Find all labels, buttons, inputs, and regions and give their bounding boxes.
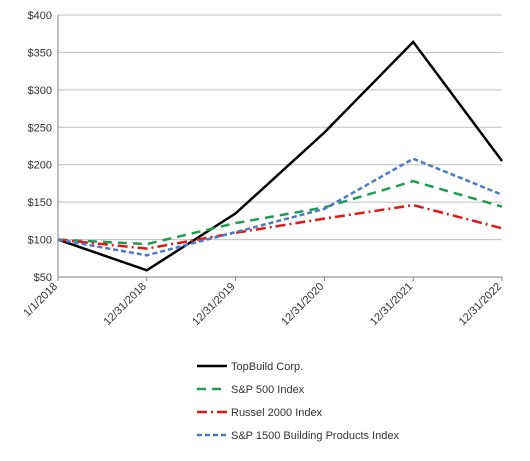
legend-item: S&P 500 Index — [197, 384, 305, 396]
legend-label: TopBuild Corp. — [231, 361, 303, 373]
x-tick-label: 12/31/2022 — [457, 281, 504, 328]
x-tick-label: 1/1/2018 — [21, 281, 60, 320]
y-tick-label: $150 — [28, 197, 52, 209]
series-line-1 — [58, 42, 502, 270]
legend: TopBuild Corp. S&P 500 Index Russel 2000 I… — [197, 361, 399, 442]
y-tick-labels: $50$100$150$200$250$300$350$400 — [28, 10, 52, 284]
x-tick-labels: 1/1/2018 12/31/2018 12/31/2019 12/31/2020 12… — [21, 281, 504, 328]
y-tick-label: $350 — [28, 47, 52, 59]
y-tick-label: $300 — [28, 85, 52, 97]
legend-label: Russel 2000 Index — [231, 407, 323, 419]
y-tick-label: $100 — [28, 235, 52, 247]
x-tick-label: 12/31/2021 — [368, 281, 415, 328]
y-tick-label: $200 — [28, 160, 52, 172]
x-tick-label: 12/31/2019 — [190, 281, 237, 328]
series-line-2 — [58, 181, 502, 244]
legend-label: S&P 500 Index — [231, 384, 305, 396]
legend-item: Russel 2000 Index — [197, 407, 323, 419]
y-tick-label: $250 — [28, 122, 52, 134]
legend-label: S&P 1500 Building Products Index — [231, 430, 399, 442]
y-tick-label: $400 — [28, 10, 52, 22]
legend-item: TopBuild Corp. — [197, 361, 303, 373]
axes — [58, 15, 502, 281]
x-tick-label: 12/31/2020 — [279, 281, 326, 328]
legend-item: S&P 1500 Building Products Index — [197, 430, 399, 442]
x-tick-label: 12/31/2018 — [102, 281, 149, 328]
series-lines — [58, 42, 502, 270]
gridlines — [58, 15, 502, 277]
